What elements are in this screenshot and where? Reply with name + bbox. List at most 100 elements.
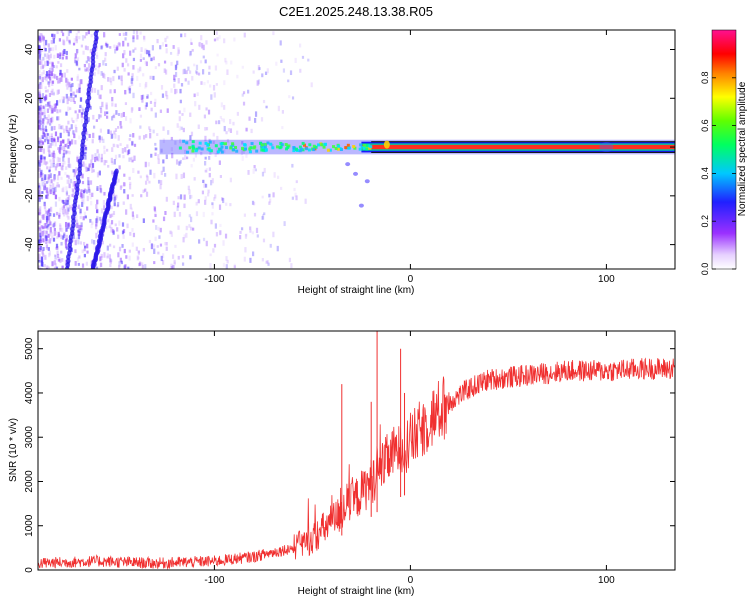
carrier-turbulence-cell bbox=[362, 143, 366, 147]
spectrogram-noise-cell bbox=[254, 168, 257, 172]
spectrogram-noise-cell bbox=[73, 100, 76, 104]
spectrogram-noise-cell bbox=[182, 172, 186, 179]
spectrogram-noise-cell bbox=[123, 68, 126, 72]
spectrogram-noise-cell bbox=[60, 241, 63, 246]
spectrogram-noise-cell bbox=[132, 215, 135, 220]
spectrogram-noise-cell bbox=[80, 193, 83, 199]
spectrogram-noise-cell bbox=[154, 236, 157, 242]
spectrogram-noise-cell bbox=[44, 267, 47, 269]
spectrogram-noise-cell bbox=[40, 145, 43, 151]
spectrogram-noise-cell bbox=[46, 166, 49, 170]
spectrogram-noise-cell bbox=[82, 194, 85, 199]
spectrogram-noise-cell bbox=[91, 192, 94, 198]
spectrogram-noise-cell bbox=[226, 69, 229, 75]
spectrogram-noise-cell bbox=[49, 212, 52, 217]
spectrogram-noise-cell bbox=[220, 102, 223, 108]
spectrogram-noise-cell bbox=[48, 54, 51, 61]
spectrogram-noise-cell bbox=[54, 231, 57, 236]
spectrogram-noise-cell bbox=[159, 45, 162, 50]
spectrogram-noise-cell bbox=[49, 123, 52, 126]
spectrogram-noise-cell bbox=[93, 71, 96, 77]
spectrogram-noise-cell bbox=[47, 145, 50, 149]
spectrogram-noise-cell bbox=[94, 156, 97, 163]
spectrogram-noise-cell bbox=[63, 233, 66, 239]
carrier-turbulence-cell bbox=[262, 145, 266, 149]
spectrogram-noise-cell bbox=[45, 187, 48, 193]
spectrogram-noise-cell bbox=[194, 101, 197, 107]
spectrogram-noise-cell bbox=[171, 152, 174, 159]
carrier-turbulence-cell bbox=[307, 148, 311, 152]
spectrogram-noise-cell bbox=[122, 155, 125, 159]
spectrogram-noise-cell bbox=[43, 185, 46, 190]
spectrogram-noise-cell bbox=[113, 89, 116, 94]
spectrogram-noise-cell bbox=[122, 53, 125, 59]
spectrogram-noise-cell bbox=[52, 237, 56, 242]
spectrogram-noise-cell bbox=[82, 216, 85, 221]
spectrogram-noise-cell bbox=[154, 112, 157, 118]
carrier-turbulence-cell bbox=[243, 147, 247, 151]
spectrogram-noise-cell bbox=[43, 45, 46, 50]
spectrogram-noise-cell bbox=[132, 232, 136, 238]
spectrogram-noise-cell bbox=[87, 63, 91, 68]
spectrogram-noise-cell bbox=[129, 231, 132, 236]
spectrogram-noise-cell bbox=[191, 75, 194, 81]
spectrogram-noise-cell bbox=[211, 178, 214, 184]
carrier-turbulence-cell bbox=[336, 147, 340, 151]
spectrogram-noise-cell bbox=[204, 183, 208, 188]
spectrogram-noise-cell bbox=[68, 127, 71, 132]
spectrogram-noise-cell bbox=[45, 195, 48, 199]
spectrogram-noise-cell bbox=[41, 124, 44, 130]
spectrogram-noise-cell bbox=[113, 202, 116, 207]
spectrogram-noise-cell bbox=[44, 103, 48, 107]
spectrogram-noise-cell bbox=[200, 42, 204, 49]
spectrogram-noise-cell bbox=[159, 184, 162, 190]
spectrogram-noise-cell bbox=[68, 39, 71, 43]
spectrogram-noise-cell bbox=[221, 118, 224, 122]
spectrogram-noise-cell bbox=[204, 59, 207, 64]
spectrogram-noise-cell bbox=[66, 86, 69, 90]
spectrogram-noise-cell bbox=[67, 81, 70, 86]
spectrogram-noise-cell bbox=[310, 82, 313, 88]
spectrogram-noise-cell bbox=[38, 45, 41, 50]
spectrogram-noise-cell bbox=[106, 253, 109, 258]
spectrogram-noise-cell bbox=[39, 61, 42, 65]
spectrogram-noise-cell bbox=[83, 211, 87, 216]
spectrogram-noise-cell bbox=[153, 207, 157, 212]
spectrogram-noise-cell bbox=[233, 263, 236, 269]
spectrogram-noise-cell bbox=[97, 65, 100, 69]
spectrogram-noise-cell bbox=[130, 107, 134, 113]
spectrogram-noise-cell bbox=[38, 147, 41, 152]
spectrogram-noise-cell bbox=[103, 252, 106, 258]
spectrogram-noise-cell bbox=[45, 239, 48, 245]
spectrogram-noise-cell bbox=[42, 69, 45, 75]
spectrogram-noise-cell bbox=[47, 114, 50, 120]
carrier-turbulence-cell bbox=[219, 142, 223, 146]
spectrogram-noise-cell bbox=[83, 141, 86, 147]
spectrogram-noise-cell bbox=[210, 94, 213, 100]
spectrogram-noise-cell bbox=[70, 193, 74, 197]
spectrogram-noise-cell bbox=[52, 157, 55, 163]
spectrogram-noise-cell bbox=[170, 88, 173, 93]
spectrogram-noise-cell bbox=[105, 102, 108, 106]
spectrogram-noise-cell bbox=[252, 251, 255, 257]
spectrogram-noise-cell bbox=[282, 68, 286, 73]
spectrogram-noise-cell bbox=[153, 101, 157, 107]
spectrogram-noise-cell bbox=[45, 230, 48, 236]
spectrogram-noise-cell bbox=[160, 170, 163, 176]
spectrogram-noise-cell bbox=[152, 219, 155, 223]
spectrogram-noise-cell bbox=[55, 246, 58, 250]
spectrogram-noise-cell bbox=[179, 99, 182, 104]
spectrogram-noise-cell bbox=[92, 169, 95, 173]
spectrogram-noise-cell bbox=[214, 194, 217, 199]
spectrogram-noise-cell bbox=[139, 31, 142, 35]
spectrogram-noise-cell bbox=[109, 214, 112, 219]
spectrogram-noise-cell bbox=[49, 159, 52, 163]
spectrogram-noise-cell bbox=[40, 140, 43, 144]
spectrogram-noise-cell bbox=[59, 207, 62, 213]
spectrogram-noise-cell bbox=[79, 208, 82, 214]
spectrogram-noise-cell bbox=[89, 180, 92, 185]
spectrogram-noise-cell bbox=[76, 57, 80, 62]
spectrogram-noise-cell bbox=[78, 255, 81, 259]
spectrogram-noise-cell bbox=[126, 223, 129, 229]
spectrogram-noise-cell bbox=[243, 256, 246, 262]
